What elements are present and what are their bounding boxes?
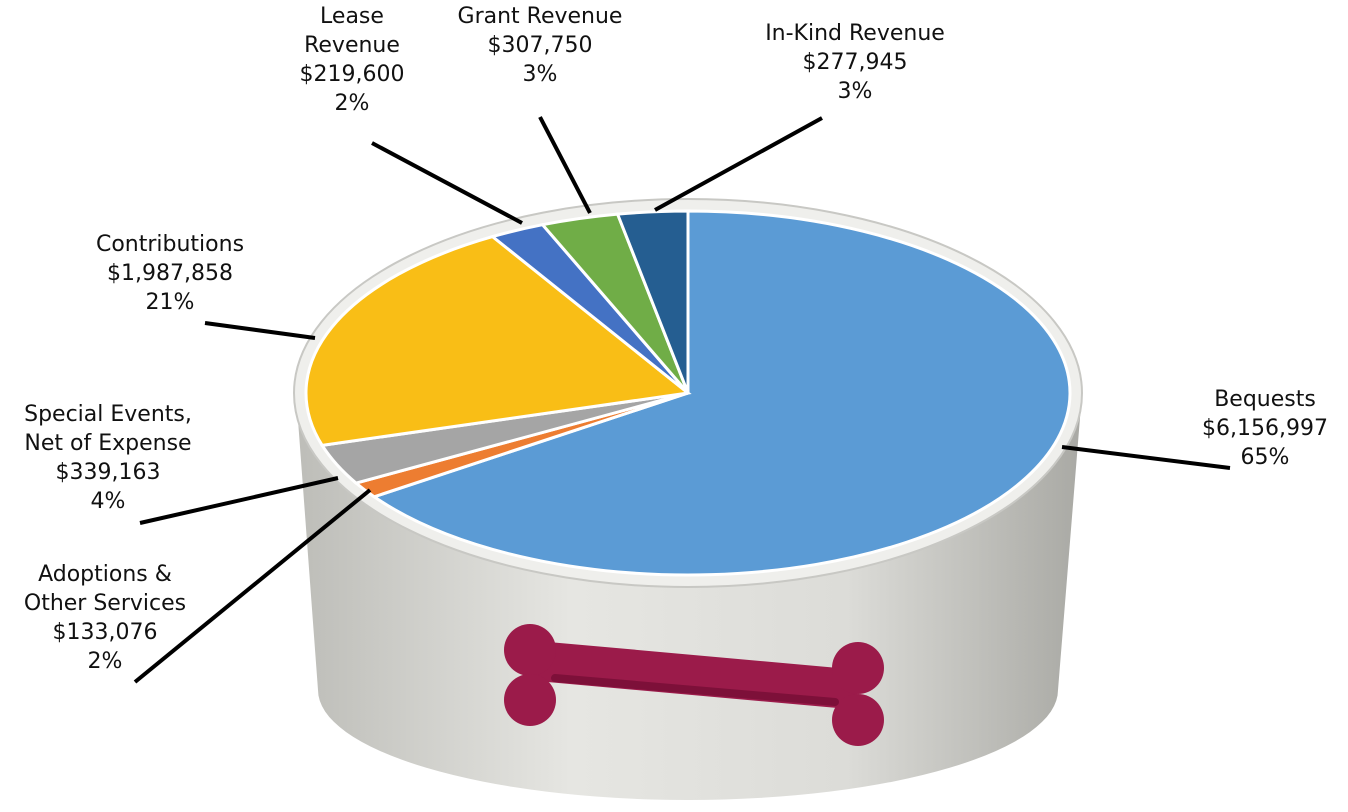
leader-line: [139, 476, 339, 525]
slice-label: Special Events, Net of Expense $339,163 4%: [3, 400, 213, 516]
value-label: $1,987,858: [107, 261, 233, 286]
slice-label: Contributions $1,987,858 21%: [70, 230, 270, 317]
slice-label: In-Kind Revenue $277,945 3%: [740, 19, 970, 106]
value-label: $6,156,997: [1202, 416, 1328, 441]
leader-line: [133, 488, 372, 684]
slice-label: Lease Revenue $219,600 2%: [292, 2, 412, 118]
value-label: $277,945: [802, 50, 908, 75]
value-label: $133,076: [52, 620, 158, 645]
percent-label: 2%: [87, 649, 123, 674]
pie-slice: [304, 234, 692, 447]
category: Special Events, Net of Expense: [24, 402, 192, 456]
percent-label: 65%: [1240, 445, 1290, 470]
percent-label: 3%: [522, 62, 558, 87]
value-label: $219,600: [299, 62, 405, 87]
percent-label: 3%: [837, 79, 873, 104]
percent-label: 4%: [90, 489, 126, 514]
category: Contributions: [95, 232, 245, 257]
category: In-Kind Revenue: [765, 21, 945, 46]
slice-label: Grant Revenue $307,750 3%: [435, 2, 645, 89]
leader-line: [371, 141, 523, 225]
category: Grant Revenue: [457, 4, 623, 29]
category: Adoptions & Other Services: [23, 562, 187, 616]
pie-slice: [615, 209, 690, 394]
value-label: $307,750: [487, 33, 593, 58]
bone: [504, 624, 884, 746]
percent-label: 2%: [334, 91, 370, 116]
slice-label: Bequests $6,156,997 65%: [1190, 385, 1340, 472]
percent-label: 21%: [145, 290, 195, 315]
leader-line: [204, 321, 316, 340]
slice-label: Adoptions & Other Services $133,076 2%: [5, 560, 205, 676]
value-label: $339,163: [55, 460, 161, 485]
leader-line: [654, 116, 823, 212]
leader-line: [538, 116, 592, 214]
pie-slice: [370, 209, 1072, 577]
category: Lease Revenue: [304, 4, 400, 58]
leader-line: [1061, 445, 1231, 470]
category: Bequests: [1214, 387, 1316, 412]
